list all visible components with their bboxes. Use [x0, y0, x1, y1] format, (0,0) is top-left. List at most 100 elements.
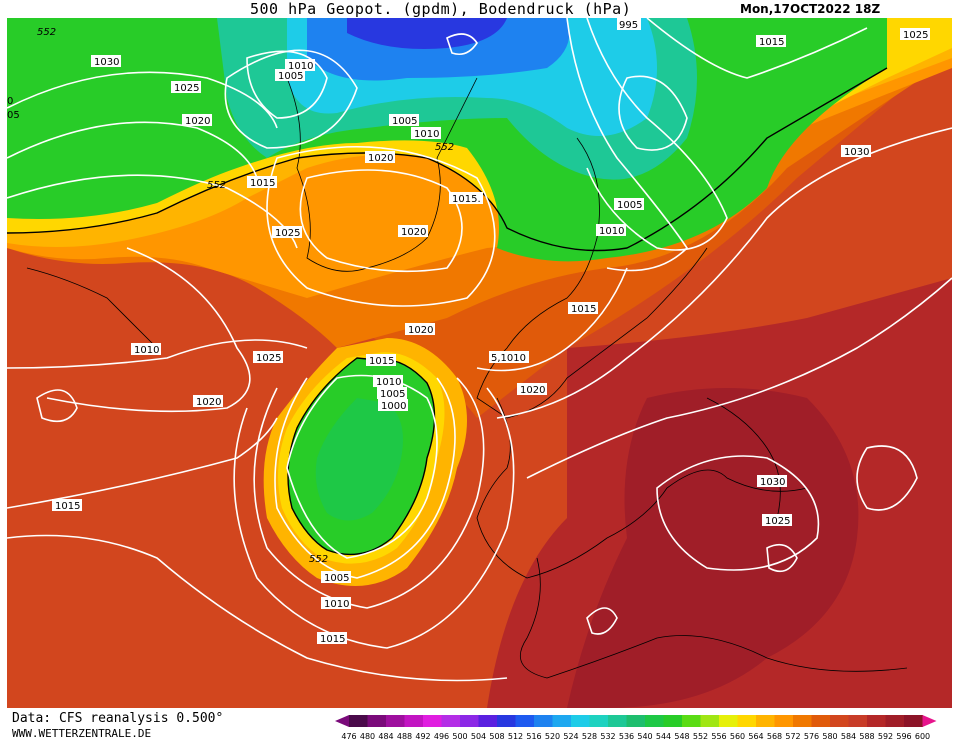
isobar-label: 1025	[256, 353, 281, 364]
isobar-label: 1025	[275, 228, 300, 239]
isobar-label: 1015.	[452, 194, 481, 205]
field-508	[347, 18, 507, 49]
isobar-label: 1020	[196, 397, 221, 408]
legend-swatch	[811, 715, 831, 727]
legend-swatch	[700, 715, 720, 727]
legend-tick-label: 496	[434, 732, 449, 741]
isobar-label: 1005	[392, 116, 417, 127]
legend-high-arrow	[922, 715, 937, 727]
legend-tick-label: 580	[822, 732, 837, 741]
isobar-label: 1005	[380, 389, 405, 400]
legend-swatch	[460, 715, 479, 727]
data-source: Data: CFS reanalysis 0.500°	[12, 711, 224, 726]
isobar-label: 995	[619, 20, 638, 31]
isobar-labels: 1030 1025 1020 1010 1005 1010 1005 1015 …	[7, 18, 930, 645]
valid-time: Mon,17OCT2022 18Z	[740, 2, 881, 16]
contour-label-552: 552	[435, 142, 454, 153]
legend-swatch	[830, 715, 849, 727]
legend-swatch	[867, 715, 886, 727]
legend-tick-label: 592	[878, 732, 893, 741]
isobar-label: 1010	[376, 377, 401, 388]
legend-swatch	[645, 715, 664, 727]
legend-swatch	[404, 715, 424, 727]
legend-swatch	[756, 715, 775, 727]
isobar-label: 1020	[401, 227, 426, 238]
legend-swatch	[885, 715, 905, 727]
legend-tick-label: 484	[378, 732, 393, 741]
legend-swatch	[663, 715, 683, 727]
legend-swatch	[608, 715, 627, 727]
isobar-label: 1020	[185, 116, 210, 127]
trough-544	[315, 398, 403, 521]
isobar-label: 1010	[324, 599, 349, 610]
legend-tick-label: 540	[637, 732, 652, 741]
legend-swatch	[719, 715, 738, 727]
legend-tick-label: 524	[563, 732, 578, 741]
legend-swatch	[626, 715, 646, 727]
legend-tick-label: 492	[415, 732, 430, 741]
legend-swatch	[571, 715, 590, 727]
legend-swatch	[515, 715, 535, 727]
legend-swatch	[737, 715, 757, 727]
geopotential-field: 552 552 552 552 1030 1025 1020 1010 1005…	[7, 18, 952, 708]
legend-tick-label: 516	[526, 732, 541, 741]
isobar-label: 1015	[759, 37, 784, 48]
legend-low-arrow	[335, 715, 349, 727]
legend-tick-label: 512	[508, 732, 523, 741]
legend-tick-label: 572	[785, 732, 800, 741]
legend-tick-label: 488	[397, 732, 412, 741]
isobar-label: 1030	[844, 147, 869, 158]
legend-tick-label: 536	[619, 732, 634, 741]
legend-tick-label: 584	[841, 732, 856, 741]
legend-swatch	[349, 715, 368, 727]
isobar-label: 05	[7, 110, 20, 121]
isobars	[7, 18, 952, 682]
legend-tick-label: 532	[600, 732, 615, 741]
legend-tick-label: 564	[748, 732, 763, 741]
legend-swatch	[478, 715, 498, 727]
site-url: WWW.WETTERZENTRALE.DE	[12, 727, 152, 740]
legend-swatch	[848, 715, 868, 727]
isobar-label: 1015	[320, 634, 345, 645]
isobar-label: 1025	[903, 30, 928, 41]
legend-swatch	[441, 715, 461, 727]
contour-label-552: 552	[207, 180, 226, 191]
map-footer: Data: CFS reanalysis 0.500° WWW.WETTERZE…	[0, 708, 959, 741]
legend-swatch	[904, 715, 923, 727]
isobar-label: 1010	[599, 226, 624, 237]
legend-swatch	[423, 715, 442, 727]
isobar-label: 1020	[408, 325, 433, 336]
legend-tick-label: 476	[341, 732, 356, 741]
isobar-label: 1010	[414, 129, 439, 140]
isobar-label: 1025	[174, 83, 199, 94]
legend-swatch	[682, 715, 701, 727]
isobar-label: 1005	[278, 71, 303, 82]
isobar-label: 1015	[369, 356, 394, 367]
legend-swatch	[497, 715, 516, 727]
legend-tick-label: 560	[730, 732, 745, 741]
isobar-label: 1020	[368, 153, 393, 164]
isobar-label: 1025	[765, 516, 790, 527]
isobar-label: 1010	[134, 345, 159, 356]
map-header: 500 hPa Geopot. (gpdm), Bodendruck (hPa)…	[0, 0, 959, 18]
legend-swatch	[793, 715, 812, 727]
isobar-label: 1015	[250, 178, 275, 189]
legend-swatch	[589, 715, 609, 727]
legend-tick-label: 528	[582, 732, 597, 741]
legend-tick-label: 556	[711, 732, 726, 741]
legend-tick-label: 504	[471, 732, 486, 741]
isobar-label: 1015	[55, 501, 80, 512]
legend-swatch	[552, 715, 572, 727]
legend-tick-label: 500	[452, 732, 467, 741]
isobar-label: 5,1010	[491, 353, 526, 364]
contour-552-trough	[287, 357, 436, 556]
isobar-label: 0	[7, 96, 13, 107]
map-title: 500 hPa Geopot. (gpdm), Bodendruck (hPa)	[250, 0, 632, 18]
isobar-label: 1005	[617, 200, 642, 211]
isobar-label: 1030	[760, 477, 785, 488]
isobar-label: 1010	[288, 61, 313, 72]
legend-swatch	[367, 715, 387, 727]
isobar-label: 1000	[381, 401, 406, 412]
legend-swatch	[774, 715, 794, 727]
legend-tick-label: 548	[674, 732, 689, 741]
